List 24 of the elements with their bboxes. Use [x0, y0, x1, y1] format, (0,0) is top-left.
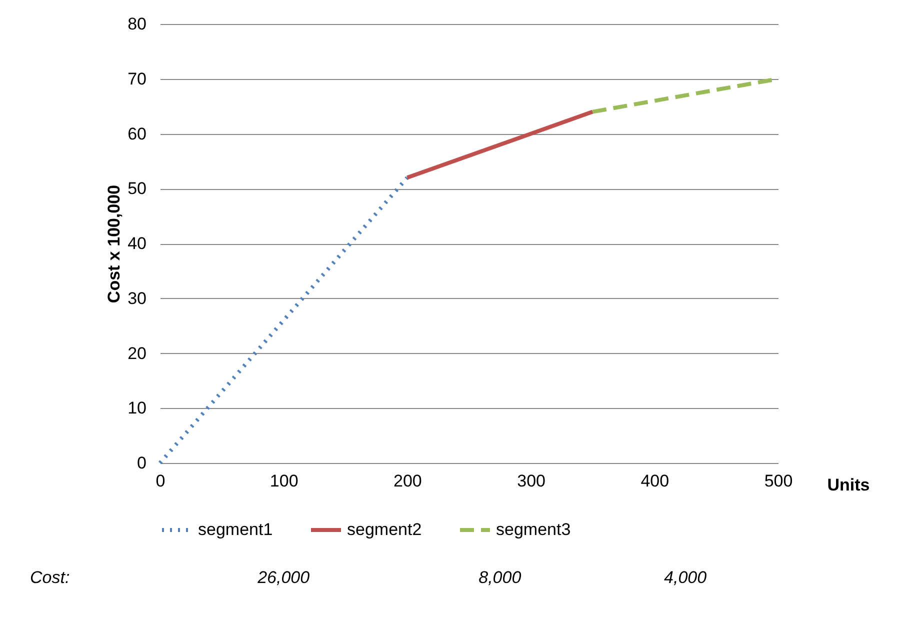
y-tick-label: 40	[128, 234, 146, 253]
y-tick-label: 0	[137, 454, 146, 472]
x-axis-title: Units	[827, 476, 870, 494]
y-axis-title: Cost x 100,000	[104, 184, 124, 304]
y-tick-label: 80	[128, 14, 146, 34]
x-tick-label: 200	[394, 472, 422, 490]
y-tick-label: 50	[128, 179, 146, 198]
text: 26,000	[256, 568, 310, 587]
x-tick-label: 300	[517, 472, 546, 490]
y-tick-label: 70	[128, 69, 146, 88]
y-tick-label: 20	[128, 344, 146, 363]
text: Cost:	[30, 568, 70, 587]
x-tick-label: 400	[640, 472, 670, 490]
x-tick-label: 0	[156, 472, 166, 490]
x-tick-label: 100	[270, 472, 298, 490]
text: 4,000	[664, 568, 708, 587]
legend-label: segment1	[198, 520, 273, 539]
y-tick-label: 60	[128, 124, 146, 144]
y-tick-label: 30	[128, 288, 146, 308]
text: 8,000	[478, 568, 522, 587]
y-tick-label: 10	[128, 398, 146, 418]
legend-label: segment3	[496, 520, 571, 539]
legend-label: segment2	[347, 520, 422, 539]
x-tick-label: 500	[764, 472, 793, 490]
